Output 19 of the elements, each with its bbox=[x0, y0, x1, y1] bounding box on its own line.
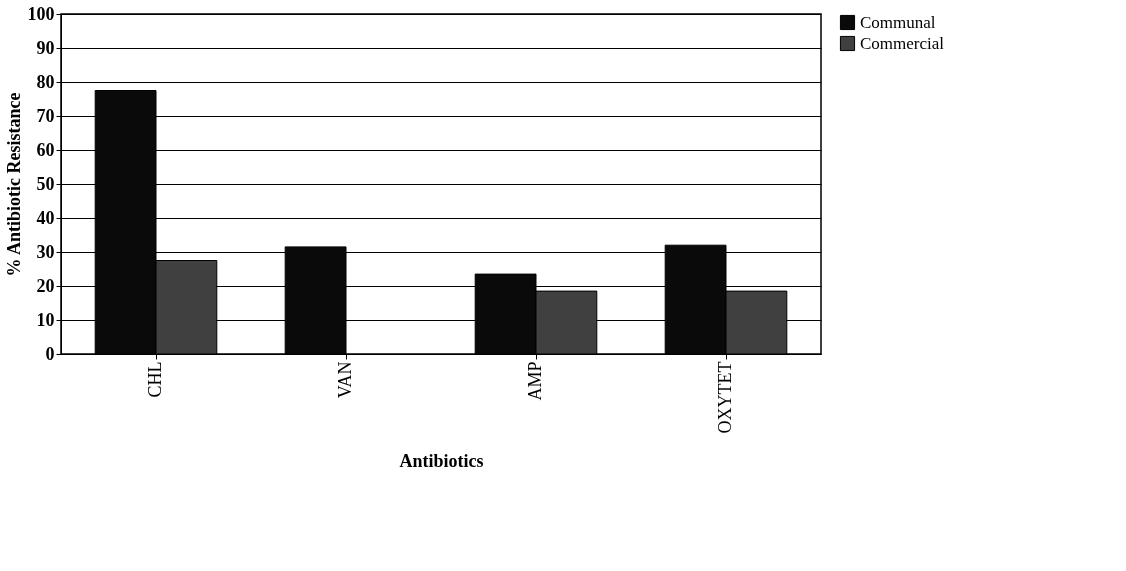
y-tick-label: 20 bbox=[36, 275, 55, 296]
x-tick-label: OXYTET bbox=[715, 361, 735, 434]
x-tick-label: CHL bbox=[145, 361, 165, 398]
legend-label: Commercial bbox=[860, 33, 945, 53]
y-tick-label: 80 bbox=[36, 71, 55, 92]
y-tick-label: 40 bbox=[36, 207, 55, 228]
y-tick-label: 30 bbox=[36, 241, 55, 262]
x-axis-title: Antibiotics bbox=[399, 451, 484, 472]
y-tick-label: 10 bbox=[36, 309, 55, 330]
y-tick-label: 90 bbox=[36, 37, 55, 58]
legend-label: Communal bbox=[860, 12, 936, 32]
x-tick-label: AMP bbox=[525, 361, 545, 401]
y-tick-label: 60 bbox=[36, 139, 55, 160]
y-tick-label: 50 bbox=[36, 173, 55, 194]
x-tick-label: VAN bbox=[335, 361, 355, 399]
y-tick-label: 70 bbox=[36, 105, 55, 126]
y-tick-label: 100 bbox=[27, 3, 55, 24]
y-axis-title: % Antibiotic Resistance bbox=[3, 92, 24, 277]
y-tick-label: 0 bbox=[45, 343, 55, 364]
